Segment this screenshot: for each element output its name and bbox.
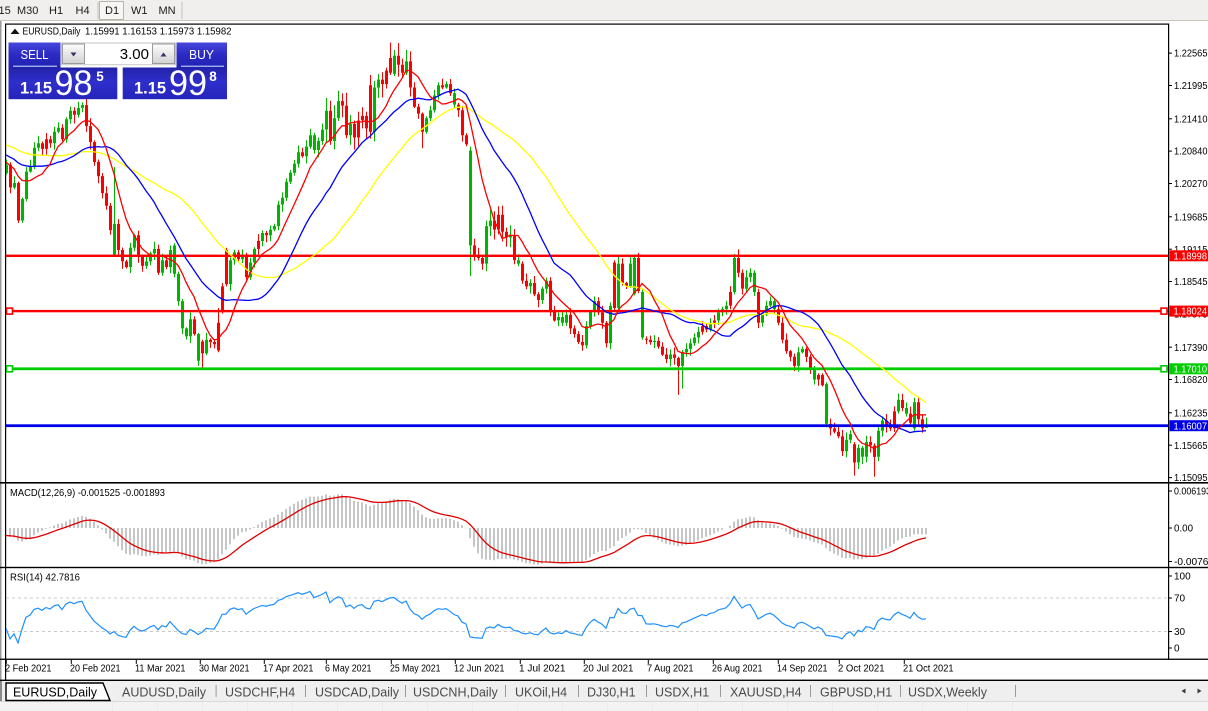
svg-text:2 Oct 2021: 2 Oct 2021	[838, 664, 885, 675]
svg-text:11 Mar 2021: 11 Mar 2021	[135, 664, 186, 675]
svg-text:0: 0	[1174, 644, 1180, 655]
svg-text:D1: D1	[105, 5, 119, 17]
svg-text:70: 70	[1174, 594, 1186, 605]
svg-text:1.20840: 1.20840	[1174, 147, 1208, 158]
svg-text:8: 8	[209, 69, 217, 84]
svg-text:SELL: SELL	[21, 47, 49, 62]
svg-text:H1: H1	[49, 5, 63, 17]
svg-text:0.00: 0.00	[1174, 524, 1193, 535]
svg-text:M30: M30	[17, 5, 38, 17]
svg-text:21 Oct 2021: 21 Oct 2021	[903, 664, 954, 675]
svg-text:5: 5	[96, 69, 104, 84]
svg-text:30: 30	[1174, 627, 1186, 638]
svg-text:14 Sep 2021: 14 Sep 2021	[777, 664, 828, 675]
svg-text:12 Jun 2021: 12 Jun 2021	[454, 664, 505, 675]
svg-text:XAUUSD,H4: XAUUSD,H4	[730, 686, 802, 700]
svg-text:1.16820: 1.16820	[1174, 375, 1208, 386]
svg-text:GBPUSD,H1: GBPUSD,H1	[820, 686, 892, 700]
svg-text:2 Feb 2021: 2 Feb 2021	[5, 664, 52, 675]
svg-text:17 Apr 2021: 17 Apr 2021	[263, 664, 314, 675]
svg-text:1.15: 1.15	[134, 80, 166, 98]
svg-text:3.00: 3.00	[120, 46, 149, 63]
svg-text:1.17010: 1.17010	[1174, 364, 1208, 375]
svg-text:1.17390: 1.17390	[1174, 343, 1208, 354]
svg-text:1.20270: 1.20270	[1174, 179, 1208, 190]
svg-text:USDCHF,H4: USDCHF,H4	[225, 686, 295, 700]
svg-text:1.21995: 1.21995	[1174, 81, 1208, 92]
svg-text:1.22565: 1.22565	[1174, 49, 1208, 60]
svg-text:20 Feb 2021: 20 Feb 2021	[70, 664, 121, 675]
svg-text:MACD(12,26,9) -0.001525 -0.001: MACD(12,26,9) -0.001525 -0.001893	[10, 487, 165, 499]
svg-text:0.006193: 0.006193	[1174, 487, 1208, 498]
svg-text:EURUSD,Daily: EURUSD,Daily	[13, 686, 98, 700]
svg-text:6 May 2021: 6 May 2021	[325, 664, 372, 675]
svg-text:25 May 2021: 25 May 2021	[390, 664, 441, 675]
svg-text:UKOil,H4: UKOil,H4	[515, 686, 567, 700]
svg-text:USDX,H1: USDX,H1	[655, 686, 709, 700]
svg-text:USDCNH,Daily: USDCNH,Daily	[413, 686, 498, 700]
svg-text:RSI(14) 42.7816: RSI(14) 42.7816	[10, 572, 80, 584]
svg-text:98: 98	[55, 64, 93, 103]
svg-text:DJ30,H1: DJ30,H1	[587, 686, 636, 700]
svg-text:MN: MN	[159, 5, 176, 17]
svg-text:1.15: 1.15	[20, 80, 52, 98]
svg-text:15: 15	[0, 5, 11, 17]
svg-text:20 Jul 2021: 20 Jul 2021	[583, 664, 634, 675]
svg-text:USDCAD,Daily: USDCAD,Daily	[315, 686, 400, 700]
svg-text:-0.00762: -0.00762	[1174, 557, 1208, 568]
svg-text:AUDUSD,Daily: AUDUSD,Daily	[122, 686, 207, 700]
svg-text:1.19685: 1.19685	[1174, 212, 1208, 223]
svg-text:1.16007: 1.16007	[1174, 421, 1208, 432]
svg-text:W1: W1	[131, 5, 148, 17]
svg-text:1.21410: 1.21410	[1174, 114, 1208, 125]
svg-text:EURUSD,Daily: EURUSD,Daily	[23, 26, 82, 38]
svg-text:99: 99	[169, 64, 207, 103]
svg-text:H4: H4	[76, 5, 90, 17]
svg-text:1.15991 1.16153 1.15973 1.1598: 1.15991 1.16153 1.15973 1.15982	[85, 26, 232, 38]
svg-text:1.18545: 1.18545	[1174, 277, 1208, 288]
svg-text:BUY: BUY	[189, 47, 214, 62]
svg-text:USDX,Weekly: USDX,Weekly	[908, 686, 988, 700]
svg-text:1.18024: 1.18024	[1174, 307, 1208, 318]
svg-text:100: 100	[1174, 572, 1191, 583]
svg-text:1.18998: 1.18998	[1174, 251, 1208, 262]
svg-text:1.15095: 1.15095	[1174, 473, 1208, 484]
svg-text:26 Aug 2021: 26 Aug 2021	[712, 664, 763, 675]
svg-text:1.16235: 1.16235	[1174, 408, 1208, 419]
svg-text:7 Aug 2021: 7 Aug 2021	[647, 664, 694, 675]
svg-text:1.15665: 1.15665	[1174, 441, 1208, 452]
svg-text:30 Mar 2021: 30 Mar 2021	[199, 664, 250, 675]
svg-text:1 Jul 2021: 1 Jul 2021	[519, 664, 566, 675]
